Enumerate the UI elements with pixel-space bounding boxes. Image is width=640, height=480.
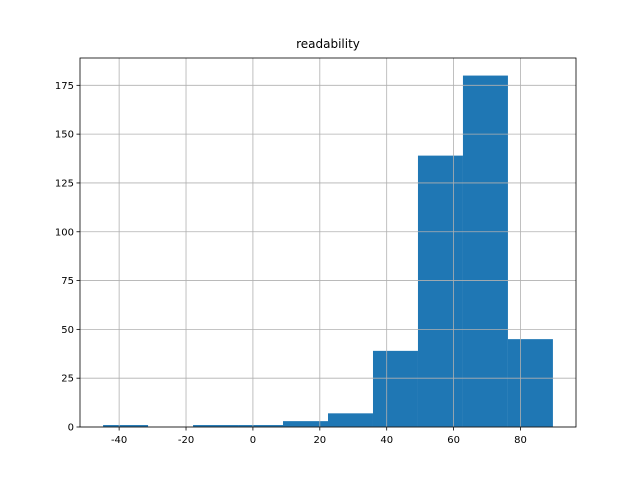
- bar: [507, 339, 553, 427]
- x-tick-label: 20: [313, 435, 326, 446]
- y-tick-label: 125: [55, 178, 74, 189]
- plot-frame: [79, 57, 577, 428]
- x-tick-label: -40: [111, 435, 127, 446]
- y-tick-label: 25: [61, 374, 74, 385]
- bar: [417, 155, 463, 427]
- y-tick-label: 50: [61, 325, 74, 336]
- x-tick-label: 40: [380, 435, 393, 446]
- bar: [283, 421, 328, 427]
- chart-title: readability: [296, 37, 360, 51]
- y-tick-label: 100: [55, 227, 74, 238]
- y-tick-label: 175: [55, 81, 74, 92]
- y-tick-label: 150: [55, 130, 74, 141]
- bar: [372, 350, 418, 427]
- bar: [462, 75, 508, 428]
- bar: [238, 425, 284, 427]
- bar: [328, 413, 373, 427]
- x-tick-label: 80: [514, 435, 527, 446]
- x-tick-label: 0: [250, 435, 256, 446]
- y-tick-label: 0: [68, 423, 74, 434]
- x-tick-label: 60: [447, 435, 460, 446]
- y-tick-label: 75: [61, 276, 74, 287]
- bar: [103, 425, 149, 427]
- bar: [193, 425, 239, 427]
- x-tick-label: -20: [178, 435, 194, 446]
